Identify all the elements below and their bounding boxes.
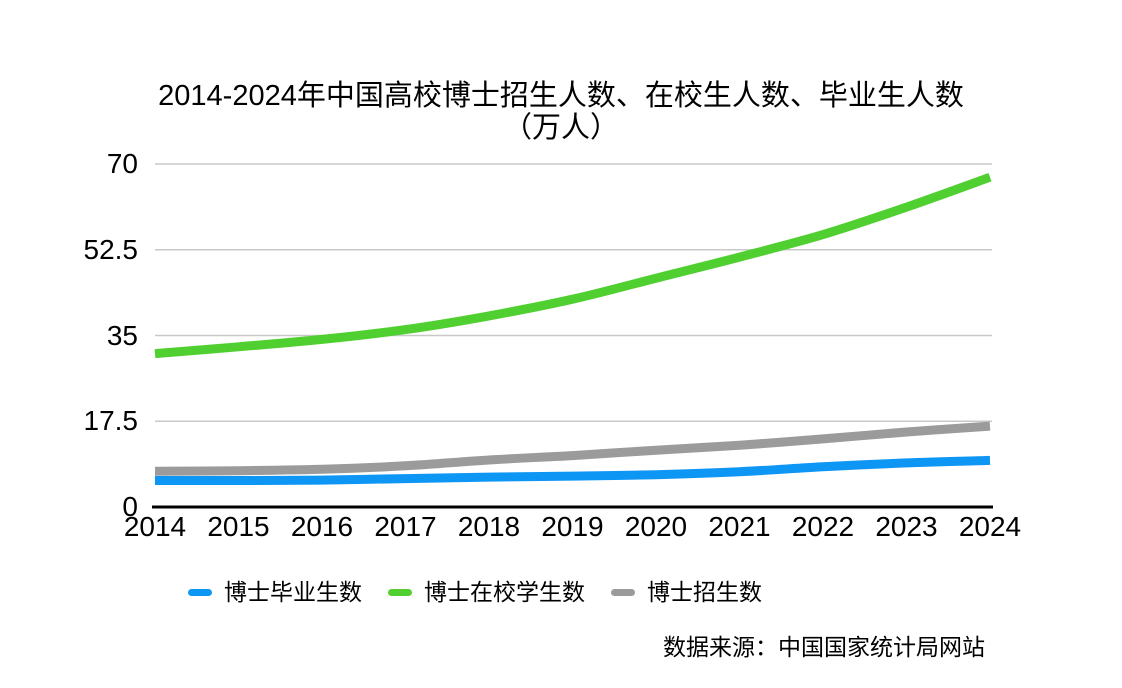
legend-item: 博士招生数 xyxy=(611,578,762,606)
chart-title-unit: （万人） xyxy=(502,112,619,144)
legend-item: 博士在校学生数 xyxy=(388,578,585,606)
x-axis-label: 2015 xyxy=(207,511,270,542)
y-axis-label: 52.5 xyxy=(83,233,139,265)
legend-label: 博士在校学生数 xyxy=(424,579,585,605)
x-axis-label: 2021 xyxy=(708,511,771,542)
series-line-博士在校学生数 xyxy=(154,172,992,359)
y-axis-label: 0 xyxy=(122,491,138,522)
x-axis-label: 2014 xyxy=(123,511,187,542)
legend: 博士毕业生数 博士在校学生数 博士招生数 xyxy=(188,578,762,606)
y-axis-label: 17.5 xyxy=(83,405,139,437)
series-line-博士毕业生数 xyxy=(154,455,991,486)
chart-title: 2014-2024年中国高校博士招生人数、在校生人数、毕业生人数 （万人） xyxy=(0,80,1122,144)
x-axis-label: 2024 xyxy=(958,511,1022,542)
legend-swatch-icon xyxy=(611,588,635,596)
legend-item: 博士毕业生数 xyxy=(188,578,362,606)
x-axis-label: 2020 xyxy=(624,511,688,542)
legend-swatch-icon xyxy=(388,588,412,596)
legend-label: 博士毕业生数 xyxy=(224,579,362,605)
x-axis-label: 2022 xyxy=(791,511,855,542)
x-axis-label: 2019 xyxy=(541,511,604,542)
x-axis-label: 2017 xyxy=(374,511,437,542)
source-note: 数据来源：中国国家统计局网站 xyxy=(663,634,985,660)
x-axis-label: 2018 xyxy=(457,511,521,542)
y-axis-label: 35 xyxy=(106,319,138,351)
legend-label: 博士招生数 xyxy=(647,579,762,605)
x-axis-label: 2023 xyxy=(875,511,938,542)
y-axis-label: 70 xyxy=(106,148,138,179)
legend-swatch-icon xyxy=(188,588,212,596)
chart-title-line1: 2014-2024年中国高校博士招生人数、在校生人数、毕业生人数 xyxy=(158,80,964,112)
series-line-博士招生数 xyxy=(154,421,991,476)
x-axis-label: 2016 xyxy=(290,511,354,542)
